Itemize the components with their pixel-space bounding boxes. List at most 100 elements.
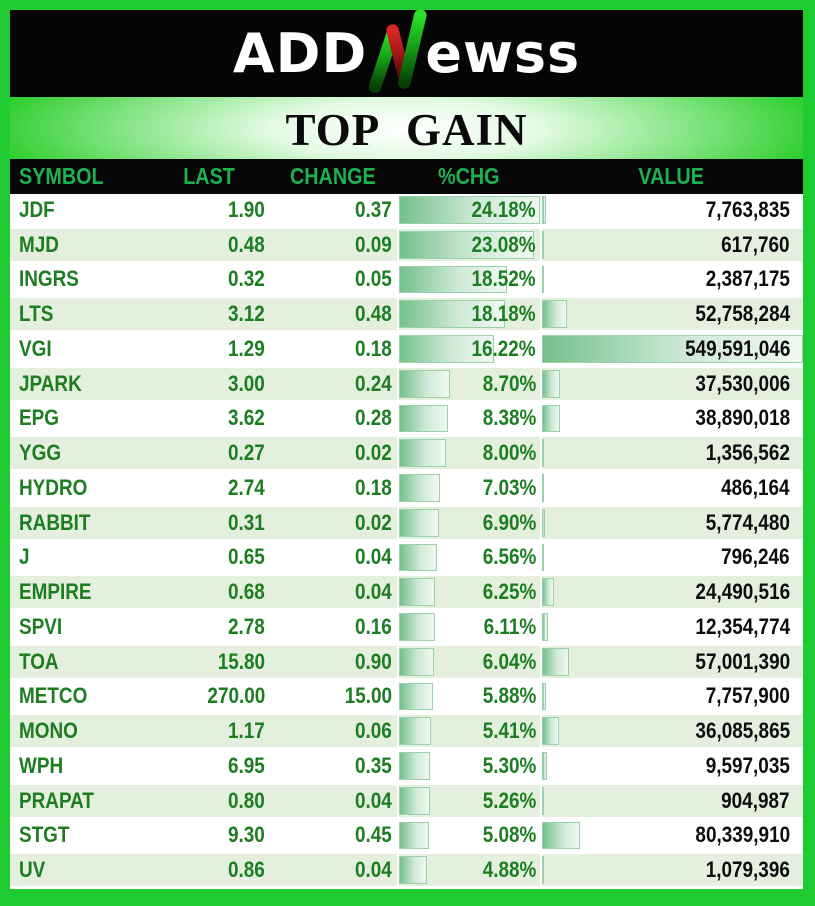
- table-row: SPVI 2.78 0.16 6.11% 12,354,774: [10, 611, 803, 646]
- last-price-cell: 0.68: [150, 576, 268, 608]
- value-cell: 904,987: [540, 784, 803, 817]
- last-price-cell-text: 2.78: [228, 613, 265, 639]
- last-price-cell: 0.86: [150, 854, 268, 886]
- last-price-cell-text: 3.12: [228, 301, 265, 327]
- pct-databar: [399, 474, 440, 502]
- change-cell-text: 0.18: [355, 474, 392, 500]
- change-cell: 0.04: [268, 854, 397, 886]
- value-cell-text: 1,079,396: [705, 857, 790, 883]
- value-cell-text: 796,246: [721, 544, 790, 570]
- table-row: LTS 3.12 0.48 18.18% 52,758,284: [10, 298, 803, 333]
- table-row: INGRS 0.32 0.05 18.52% 2,387,175: [10, 263, 803, 299]
- table-row: EPG 3.62 0.28 8.38% 38,890,018: [10, 402, 803, 438]
- value-cell: 7,757,900: [540, 680, 803, 713]
- symbol-cell: VGI: [10, 333, 150, 365]
- value-cell-text: 80,339,910: [695, 822, 790, 848]
- symbol-cell-text: HYDRO: [19, 474, 88, 500]
- last-price-cell: 6.95: [150, 750, 268, 782]
- last-price-cell: 3.12: [150, 298, 268, 330]
- last-price-cell-text: 1.29: [228, 335, 265, 361]
- table-row: MJD 0.48 0.09 23.08% 617,760: [10, 228, 803, 264]
- brand-name-prefix: ADD: [232, 21, 368, 85]
- last-price-cell-text: 1.17: [228, 718, 265, 744]
- content-panel: ADD ewss TOP GAIN SYMBOL: [10, 8, 803, 889]
- table-row: VGI 1.29 0.18 16.22% 549,591,046: [10, 333, 803, 368]
- table-row: UV 0.86 0.04 4.88% 1,079,396: [10, 854, 803, 889]
- symbol-cell-text: YGG: [19, 440, 62, 466]
- pct-change-cell: 5.30%: [397, 750, 540, 782]
- change-cell: 0.35: [268, 750, 397, 782]
- last-price-cell: 1.90: [150, 194, 268, 226]
- table-row: EMPIRE 0.68 0.04 6.25% 24,490,516: [10, 576, 803, 611]
- title-band: TOP GAIN: [10, 97, 803, 159]
- last-price-cell-text: 0.48: [228, 231, 265, 257]
- pct-change-cell: 6.25%: [397, 576, 540, 608]
- value-databar: [542, 404, 561, 433]
- symbol-cell-text: EMPIRE: [19, 579, 92, 605]
- symbol-cell: RABBIT: [10, 507, 150, 539]
- change-cell: 0.45: [268, 820, 397, 852]
- header-change: CHANGE: [289, 163, 376, 189]
- change-cell: 0.09: [268, 229, 397, 261]
- pct-change-cell-text: 6.11%: [483, 613, 536, 639]
- symbol-cell-text: MJD: [19, 231, 59, 257]
- last-price-cell-text: 3.62: [228, 405, 265, 431]
- pct-databar: [399, 265, 507, 294]
- value-cell: 36,085,865: [540, 715, 803, 747]
- pct-change-cell: 5.26%: [397, 784, 540, 817]
- change-cell: 0.02: [268, 437, 397, 469]
- last-price-cell: 0.80: [150, 785, 268, 817]
- change-cell: 0.18: [268, 472, 397, 504]
- value-cell-text: 486,164: [721, 474, 790, 500]
- last-price-cell-text: 0.27: [228, 440, 265, 466]
- pct-change-cell: 18.52%: [397, 263, 540, 296]
- change-cell: 0.02: [268, 507, 397, 539]
- value-databar: [542, 439, 544, 467]
- pct-databar: [399, 439, 446, 467]
- symbol-cell-text: METCO: [19, 683, 88, 709]
- pct-change-cell-text: 8.70%: [482, 370, 536, 396]
- change-cell: 0.04: [268, 542, 397, 574]
- value-databar: [542, 578, 554, 606]
- symbol-cell: YGG: [10, 437, 150, 469]
- last-price-cell-text: 0.32: [228, 266, 265, 292]
- last-price-cell: 1.17: [150, 715, 268, 747]
- pct-databar: [399, 647, 435, 676]
- value-cell: 52,758,284: [540, 298, 803, 330]
- value-cell-text: 7,763,835: [705, 196, 790, 222]
- change-cell-text: 0.48: [355, 301, 392, 327]
- symbol-cell: UV: [10, 854, 150, 886]
- pct-change-cell: 4.88%: [397, 854, 540, 886]
- symbol-cell: MJD: [10, 229, 150, 261]
- last-price-cell: 0.48: [150, 229, 268, 261]
- symbol-cell: EMPIRE: [10, 576, 150, 608]
- pct-databar: [399, 613, 435, 641]
- value-databar: [542, 369, 560, 398]
- change-cell-text: 0.45: [355, 822, 392, 848]
- value-cell-text: 7,757,900: [705, 683, 790, 709]
- last-price-cell-text: 270.00: [207, 683, 265, 709]
- pct-databar: [399, 821, 429, 850]
- change-cell-text: 0.04: [355, 544, 392, 570]
- change-cell-text: 0.90: [355, 648, 392, 674]
- pct-change-cell: 24.18%: [397, 194, 540, 226]
- change-cell-text: 0.02: [355, 440, 392, 466]
- pct-change-cell: 16.22%: [397, 333, 540, 365]
- change-cell: 0.16: [268, 611, 397, 643]
- symbol-cell: METCO: [10, 681, 150, 713]
- value-cell-text: 36,085,865: [695, 718, 790, 744]
- pct-change-cell-text: 5.41%: [482, 718, 536, 744]
- last-price-cell-text: 0.68: [228, 579, 265, 605]
- table-header-row: SYMBOL LAST CHANGE %CHG VALUE: [10, 159, 803, 194]
- candlestick-n-icon: [369, 8, 427, 93]
- value-databar: [542, 543, 544, 572]
- symbol-cell-text: EPG: [19, 405, 59, 431]
- change-cell-text: 0.04: [355, 787, 392, 813]
- table-row: YGG 0.27 0.02 8.00% 1,356,562: [10, 437, 803, 472]
- value-cell: 37,530,006: [540, 367, 803, 400]
- value-cell-text: 5,774,480: [705, 509, 790, 535]
- value-cell: 549,591,046: [540, 333, 803, 365]
- pct-change-cell: 8.70%: [397, 367, 540, 400]
- last-price-cell: 3.62: [150, 403, 268, 435]
- table-row: WPH 6.95 0.35 5.30% 9,597,035: [10, 750, 803, 785]
